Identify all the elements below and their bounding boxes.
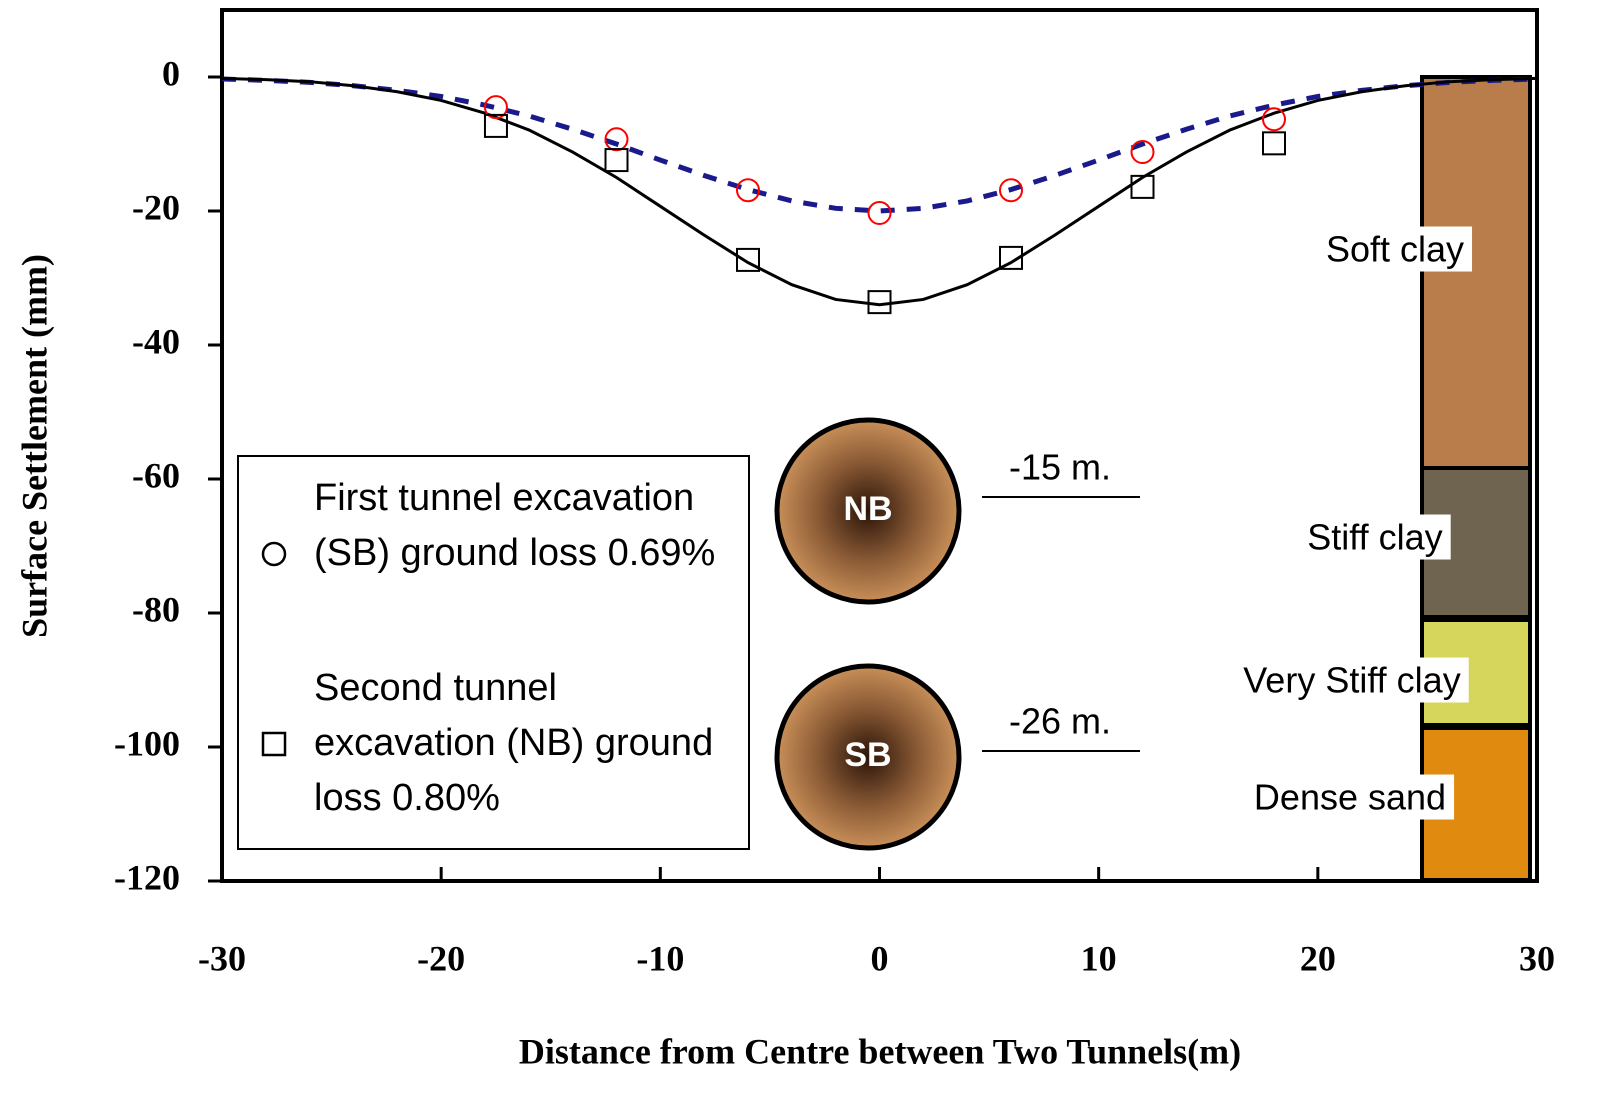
legend-markers: [261, 541, 287, 757]
y-tick-label: 0: [162, 53, 180, 93]
tunnel: [774, 417, 962, 605]
legend-label: First tunnel excavation (SB) ground loss…: [314, 477, 716, 574]
marker-circle: [867, 201, 892, 226]
marker-circle: [604, 127, 629, 152]
marker-square: [1130, 174, 1155, 199]
marker-circle: [999, 178, 1023, 203]
x-tick-label: 0: [871, 938, 889, 978]
marker-circle: [261, 541, 287, 567]
tunnel-label: NB: [843, 490, 892, 528]
soil-label: Very Stiff clay: [1243, 660, 1460, 701]
y-axis-label: Surface Settlement (mm): [14, 254, 54, 638]
legend: First tunnel excavation (SB) ground loss…: [237, 455, 750, 850]
y-tick-label: -120: [114, 857, 180, 897]
marker-square: [1262, 131, 1286, 156]
soil-label-bg: [1317, 226, 1473, 272]
soil-label-bg: [1299, 514, 1451, 560]
marker-square: [483, 113, 508, 138]
y-tick-label: -60: [132, 455, 180, 495]
soil-label: Soft clay: [1326, 229, 1464, 270]
x-axis-label: Distance from Centre between Two Tunnels…: [519, 1031, 1241, 1071]
marker-square: [261, 731, 287, 757]
y-tick-label: -80: [132, 589, 180, 629]
y-tick-label: -20: [132, 187, 180, 227]
depth-label: -15 m.: [1009, 447, 1111, 488]
x-tick-label: -30: [198, 938, 246, 978]
x-tick-label: -20: [417, 938, 465, 978]
marker-circle: [483, 95, 508, 120]
tunnel: [774, 663, 962, 851]
y-tick-label: -40: [132, 321, 180, 361]
soil-label-bg: [1235, 657, 1469, 703]
x-tick-label: 30: [1519, 938, 1555, 978]
marker-circle: [1262, 107, 1286, 132]
marker-circle: [1130, 140, 1155, 165]
soil-layer: [1420, 75, 1532, 470]
legend-label: Second tunnel excavation (NB) ground los…: [314, 667, 714, 819]
marker-circle: [736, 178, 760, 203]
tunnel-label: SB: [844, 736, 891, 774]
depth-label: -26 m.: [1009, 701, 1111, 742]
fit-line: [221, 76, 1538, 214]
marker-square: [867, 290, 892, 315]
soil-label-bg: [1245, 774, 1455, 820]
marker-square: [736, 247, 760, 272]
fit-line: [221, 76, 1538, 307]
x-tick-label: 20: [1300, 938, 1336, 978]
marker-square: [999, 245, 1023, 270]
x-tick-label: 10: [1081, 938, 1117, 978]
soil-label: Stiff clay: [1307, 517, 1442, 558]
y-tick-label: -100: [114, 723, 180, 763]
x-tick-label: -10: [636, 938, 684, 978]
soil-label: Dense sand: [1254, 777, 1446, 818]
marker-square: [604, 148, 629, 173]
